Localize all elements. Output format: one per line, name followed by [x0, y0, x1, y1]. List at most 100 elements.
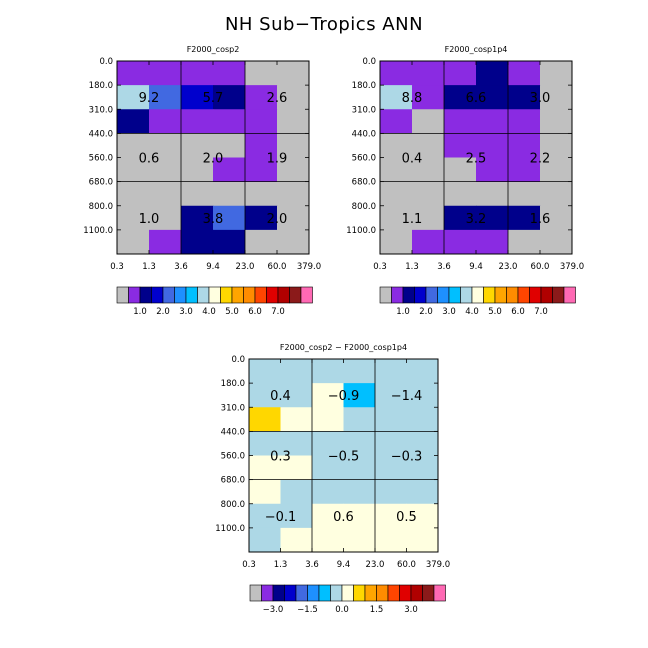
x-tick-label: 0.3	[373, 262, 387, 272]
heatmap-cell	[181, 85, 214, 110]
block-value-label: 0.5	[396, 510, 417, 525]
heatmap-cell	[277, 109, 310, 134]
heatmap-cell	[380, 109, 413, 134]
heatmap-cell	[181, 205, 214, 231]
y-tick-label: 310.0	[221, 403, 245, 413]
x-tick-label: 60.0	[268, 262, 287, 272]
y-tick-label: 180.0	[89, 81, 113, 91]
heatmap-cell	[277, 181, 310, 207]
colorbar-swatch	[185, 286, 198, 304]
heatmap-cell	[508, 133, 541, 158]
colorbar-swatch	[506, 286, 519, 304]
colorbar-swatch	[540, 286, 553, 304]
colorbar-swatch	[402, 286, 415, 304]
heatmap-cell	[508, 109, 541, 134]
heatmap-cell	[375, 407, 407, 432]
block-value-label: 2.6	[267, 91, 288, 106]
heatmap-cell	[213, 205, 246, 231]
heatmap-cell	[343, 407, 376, 432]
heatmap-cell	[343, 527, 376, 553]
heatmap-cell	[245, 229, 278, 255]
colorbar-swatch	[563, 286, 576, 304]
heatmap-cell	[375, 359, 407, 384]
heatmap-cell	[412, 157, 445, 183]
block-value-label: 0.6	[333, 510, 354, 525]
heatmap-cell	[249, 359, 281, 384]
x-tick-label: 23.0	[236, 262, 255, 272]
panel-title: F2000_cosp2 − F2000_cosp1p4	[280, 343, 407, 352]
heatmap-cell	[412, 109, 445, 134]
heatmap-cell	[245, 157, 278, 183]
heatmap-cell	[149, 85, 182, 110]
panel-title: F2000_cosp2	[187, 45, 240, 54]
y-tick-label: 800.0	[89, 202, 113, 212]
colorbar-swatch	[437, 286, 450, 304]
heatmap-cell	[245, 205, 278, 231]
colorbar-swatch	[197, 286, 210, 304]
heatmap-cell	[277, 157, 310, 183]
heatmap-cell	[249, 527, 281, 553]
colorbar-swatch	[494, 286, 507, 304]
y-tick-label: 0.0	[362, 57, 376, 67]
x-tick-label: 379.0	[426, 560, 450, 570]
heatmap-cell	[181, 109, 214, 134]
colorbar-swatch	[243, 286, 256, 304]
heatmap-cell	[406, 527, 439, 553]
x-tick-label: 379.0	[297, 262, 321, 272]
colorbar-swatch	[448, 286, 461, 304]
x-tick-label: 1.3	[405, 262, 419, 272]
heatmap-cell	[181, 133, 214, 158]
heatmap-cell	[245, 109, 278, 134]
heatmap-cell	[476, 133, 509, 158]
heatmap-cell	[249, 455, 281, 481]
colorbar-swatch	[483, 286, 496, 304]
colorbar-swatch	[379, 286, 392, 304]
heatmap-cell	[312, 479, 344, 505]
block-value-label: 1.6	[530, 212, 551, 227]
colorbar-swatch	[307, 584, 320, 602]
x-tick-label: 1.3	[142, 262, 156, 272]
colorbar-swatch	[471, 286, 484, 304]
colorbar-swatch	[284, 584, 297, 602]
block-value-label: 1.1	[402, 212, 423, 227]
colorbar-label: 4.0	[202, 307, 216, 317]
y-tick-label: 680.0	[89, 178, 113, 188]
heatmap-cell	[280, 431, 313, 456]
colorbar-label: 4.0	[465, 307, 479, 317]
heatmap-cell	[343, 359, 376, 384]
heatmap-cell	[375, 503, 407, 529]
page-title: NH Sub−Tropics ANN	[224, 14, 424, 35]
colorbar-swatch	[341, 584, 354, 602]
colorbar-swatch	[364, 584, 377, 602]
heatmap-cell	[508, 157, 541, 183]
heatmap-cell	[117, 181, 150, 207]
y-tick-label: 560.0	[221, 452, 245, 462]
x-tick-label: 0.3	[110, 262, 124, 272]
heatmap-cell	[249, 383, 281, 408]
block-value-label: 3.2	[466, 212, 487, 227]
colorbar-swatch	[261, 584, 274, 602]
heatmap-cell	[412, 85, 445, 110]
colorbar-swatch	[529, 286, 542, 304]
x-tick-label: 60.0	[397, 560, 416, 570]
block-value-label: 0.6	[139, 152, 160, 167]
heatmap-cell	[277, 133, 310, 158]
heatmap-cell	[343, 503, 376, 529]
heatmap-cell	[375, 383, 407, 408]
block-value-label: 8.8	[402, 91, 423, 106]
block-value-label: 0.4	[270, 389, 291, 404]
colorbar-swatch	[387, 584, 400, 602]
block-value-label: 2.0	[267, 212, 288, 227]
heatmap-cell	[181, 157, 214, 183]
colorbar-swatch	[414, 286, 427, 304]
block-value-label: 2.0	[203, 152, 224, 167]
heatmap-cell	[245, 85, 278, 110]
colorbar-swatch	[517, 286, 530, 304]
panel-title: F2000_cosp1p4	[445, 45, 508, 54]
colorbar-swatch	[425, 286, 438, 304]
heatmap-cell	[181, 61, 214, 86]
heatmap-cell	[343, 479, 376, 505]
colorbar-swatch	[391, 286, 404, 304]
heatmap-cell	[412, 61, 445, 86]
heatmap-cell	[343, 455, 376, 481]
